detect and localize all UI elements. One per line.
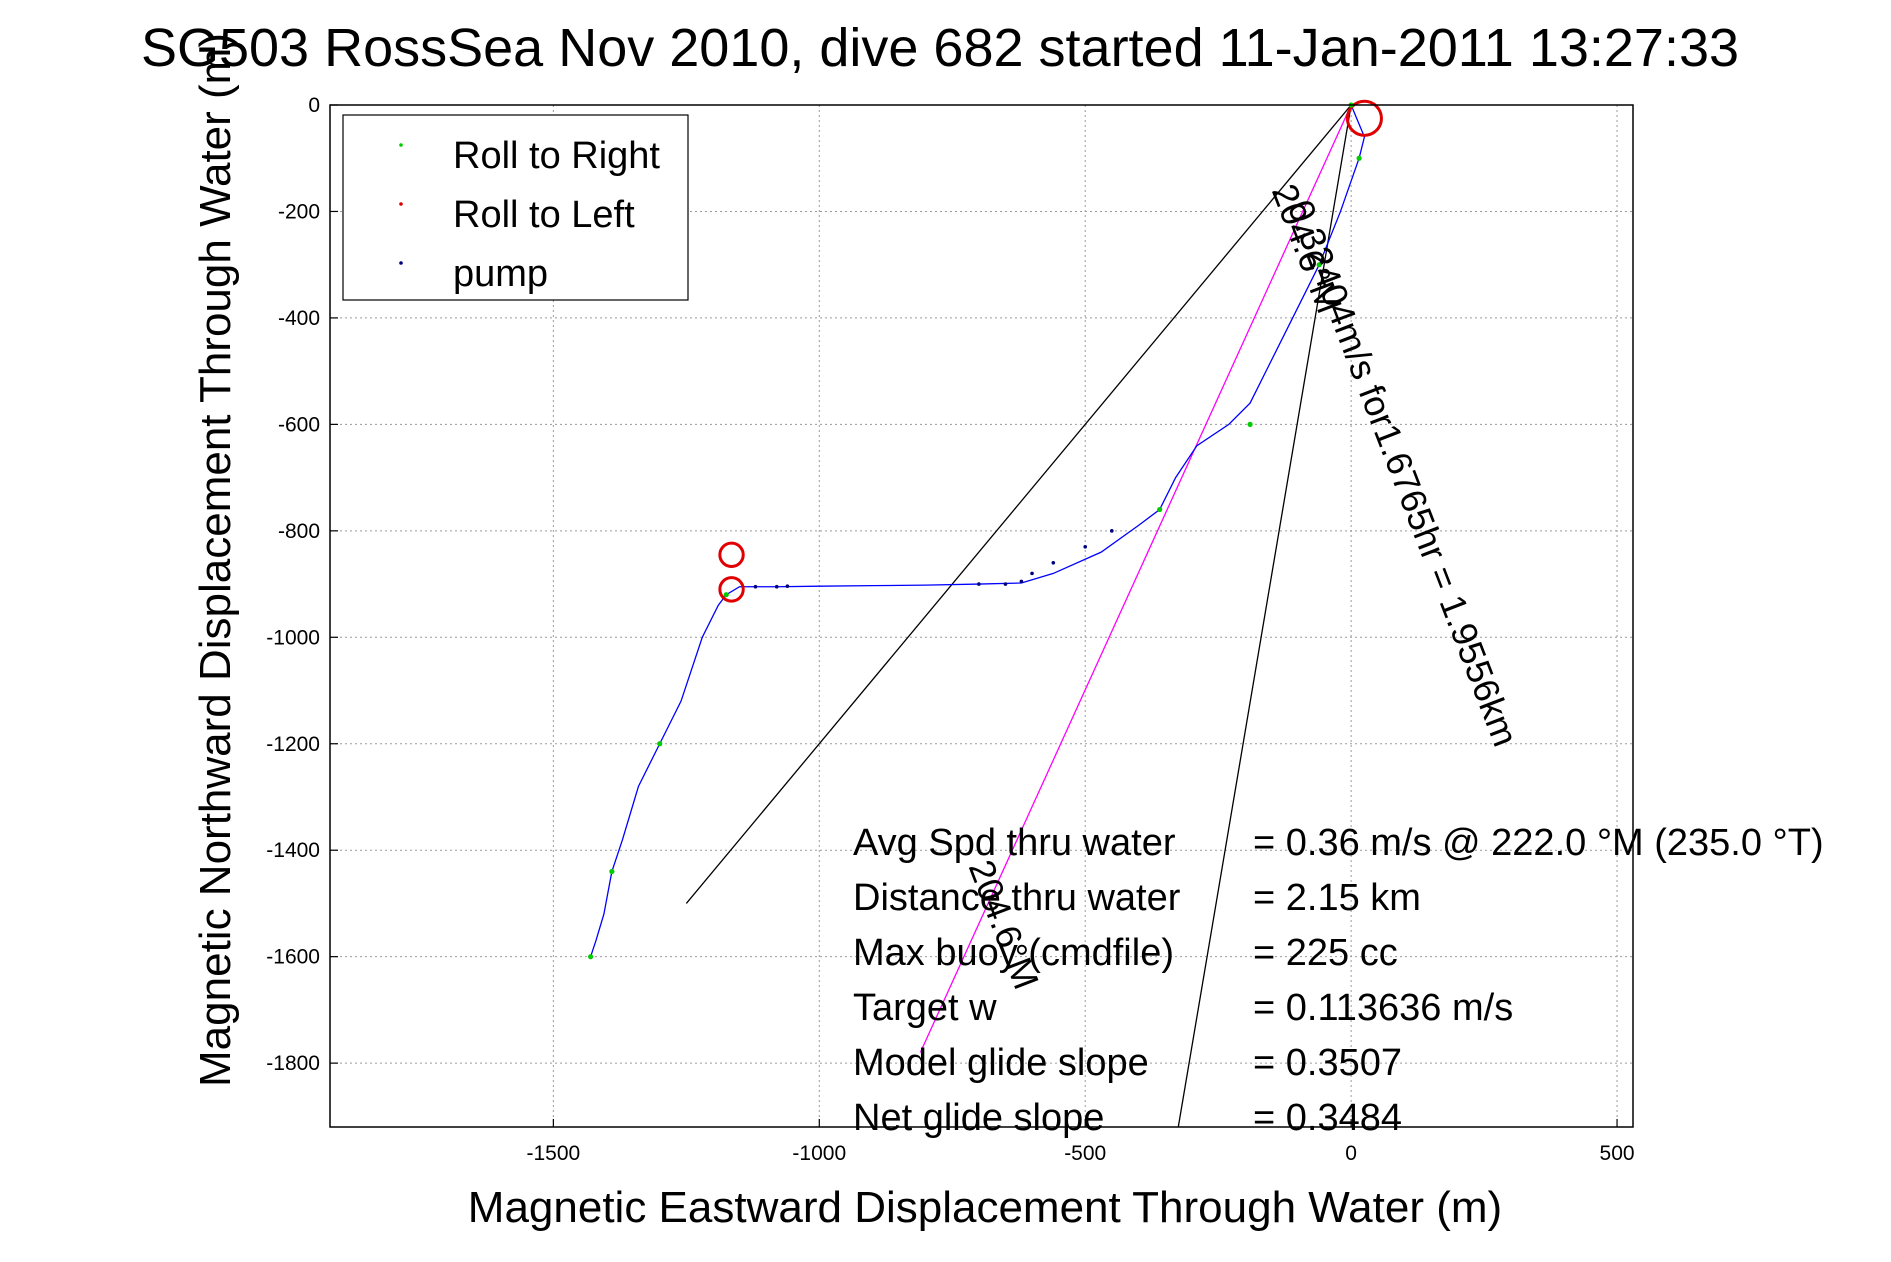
reference-line bbox=[1177, 104, 1352, 1128]
roll-right-point bbox=[723, 592, 729, 598]
roll-left-loop bbox=[1345, 99, 1383, 137]
y-tick-label: -800 bbox=[278, 520, 320, 543]
annotation-label: Avg Spd thru water bbox=[853, 822, 1176, 864]
legend-marker bbox=[399, 261, 403, 265]
y-axis-title: Magnetic Northward Displacement Through … bbox=[191, 33, 240, 1087]
roll-left-loop bbox=[718, 576, 745, 603]
pump-point bbox=[753, 584, 758, 589]
pump-point bbox=[1051, 560, 1056, 565]
legend: Roll to Right Roll to Left pump bbox=[342, 114, 689, 301]
y-tick-label: -1400 bbox=[266, 839, 320, 862]
pump-point bbox=[774, 584, 779, 589]
plot-frame bbox=[329, 104, 1634, 1128]
annotation-value: = 0.3507 bbox=[1253, 1042, 1402, 1084]
reference-line bbox=[919, 104, 1352, 1053]
y-tick-label: 0 bbox=[308, 94, 320, 117]
annotation-value: = 2.15 km bbox=[1253, 877, 1421, 919]
y-tick-label: -1000 bbox=[266, 626, 320, 649]
x-axis-title: Magnetic Eastward Displacement Through W… bbox=[468, 1183, 1502, 1232]
x-tick-label: -1000 bbox=[792, 1142, 846, 1165]
stats-annotations: Avg Spd thru water = 0.36 m/s @ 222.0 °M … bbox=[853, 822, 1824, 1139]
y-tick-label: -400 bbox=[278, 307, 320, 330]
roll-right-point bbox=[1356, 155, 1362, 161]
roll-right-point bbox=[588, 954, 594, 960]
roll-right-point bbox=[609, 868, 615, 875]
reference-line bbox=[685, 104, 1352, 904]
roll-right-point bbox=[1157, 506, 1163, 513]
pump-point bbox=[977, 582, 981, 586]
legend-marker bbox=[399, 143, 403, 147]
x-tick-label: 0 bbox=[1345, 1142, 1357, 1165]
annotation-value: = 0.3484 bbox=[1253, 1097, 1402, 1139]
annotation-label: Distance thru water bbox=[853, 877, 1181, 919]
axis-ticks: -1500 -1000 -500 0 500 0 -200 -400 -600 -800 -1000… bbox=[266, 94, 1634, 1165]
annotation-label: Model glide slope bbox=[853, 1042, 1149, 1084]
y-tick-label: -1600 bbox=[266, 946, 320, 969]
annotation-value: = 225 cc bbox=[1253, 932, 1398, 974]
x-tick-label: 500 bbox=[1600, 1142, 1635, 1165]
roll-right-point bbox=[1316, 262, 1322, 268]
annotation-value: = 0.113636 m/s bbox=[1253, 987, 1513, 1029]
pump-point bbox=[1030, 571, 1034, 576]
pump-point bbox=[1083, 545, 1088, 549]
x-tick-label: -1500 bbox=[527, 1142, 581, 1165]
pump-point bbox=[1019, 579, 1024, 584]
y-tick-label: -600 bbox=[278, 413, 320, 436]
x-tick-label: -500 bbox=[1064, 1142, 1106, 1165]
annotation-label: Target w bbox=[853, 987, 997, 1029]
pump-point bbox=[785, 584, 790, 588]
pump-point bbox=[1003, 582, 1008, 586]
y-tick-label: -1200 bbox=[266, 733, 320, 756]
annotation-value: = 0.36 m/s @ 222.0 °M (235.0 °T) bbox=[1253, 822, 1824, 864]
pump-point bbox=[1110, 529, 1114, 533]
roll-right-point bbox=[657, 741, 663, 747]
grid-lines bbox=[330, 104, 1633, 1127]
y-tick-label: -200 bbox=[278, 200, 320, 223]
y-tick-label: -1800 bbox=[266, 1052, 320, 1075]
legend-label: pump bbox=[453, 253, 548, 295]
roll-right-point bbox=[1247, 421, 1253, 427]
legend-marker bbox=[399, 202, 403, 206]
legend-label: Roll to Left bbox=[453, 194, 635, 236]
roll-left-loop bbox=[718, 541, 745, 568]
annotation-label: Net glide slope bbox=[853, 1097, 1104, 1139]
chart-title: SG503 RossSea Nov 2010, dive 682 started… bbox=[141, 18, 1739, 78]
annotation-label: Max buoy (cmdfile) bbox=[853, 932, 1174, 974]
legend-label: Roll to Right bbox=[453, 135, 660, 177]
